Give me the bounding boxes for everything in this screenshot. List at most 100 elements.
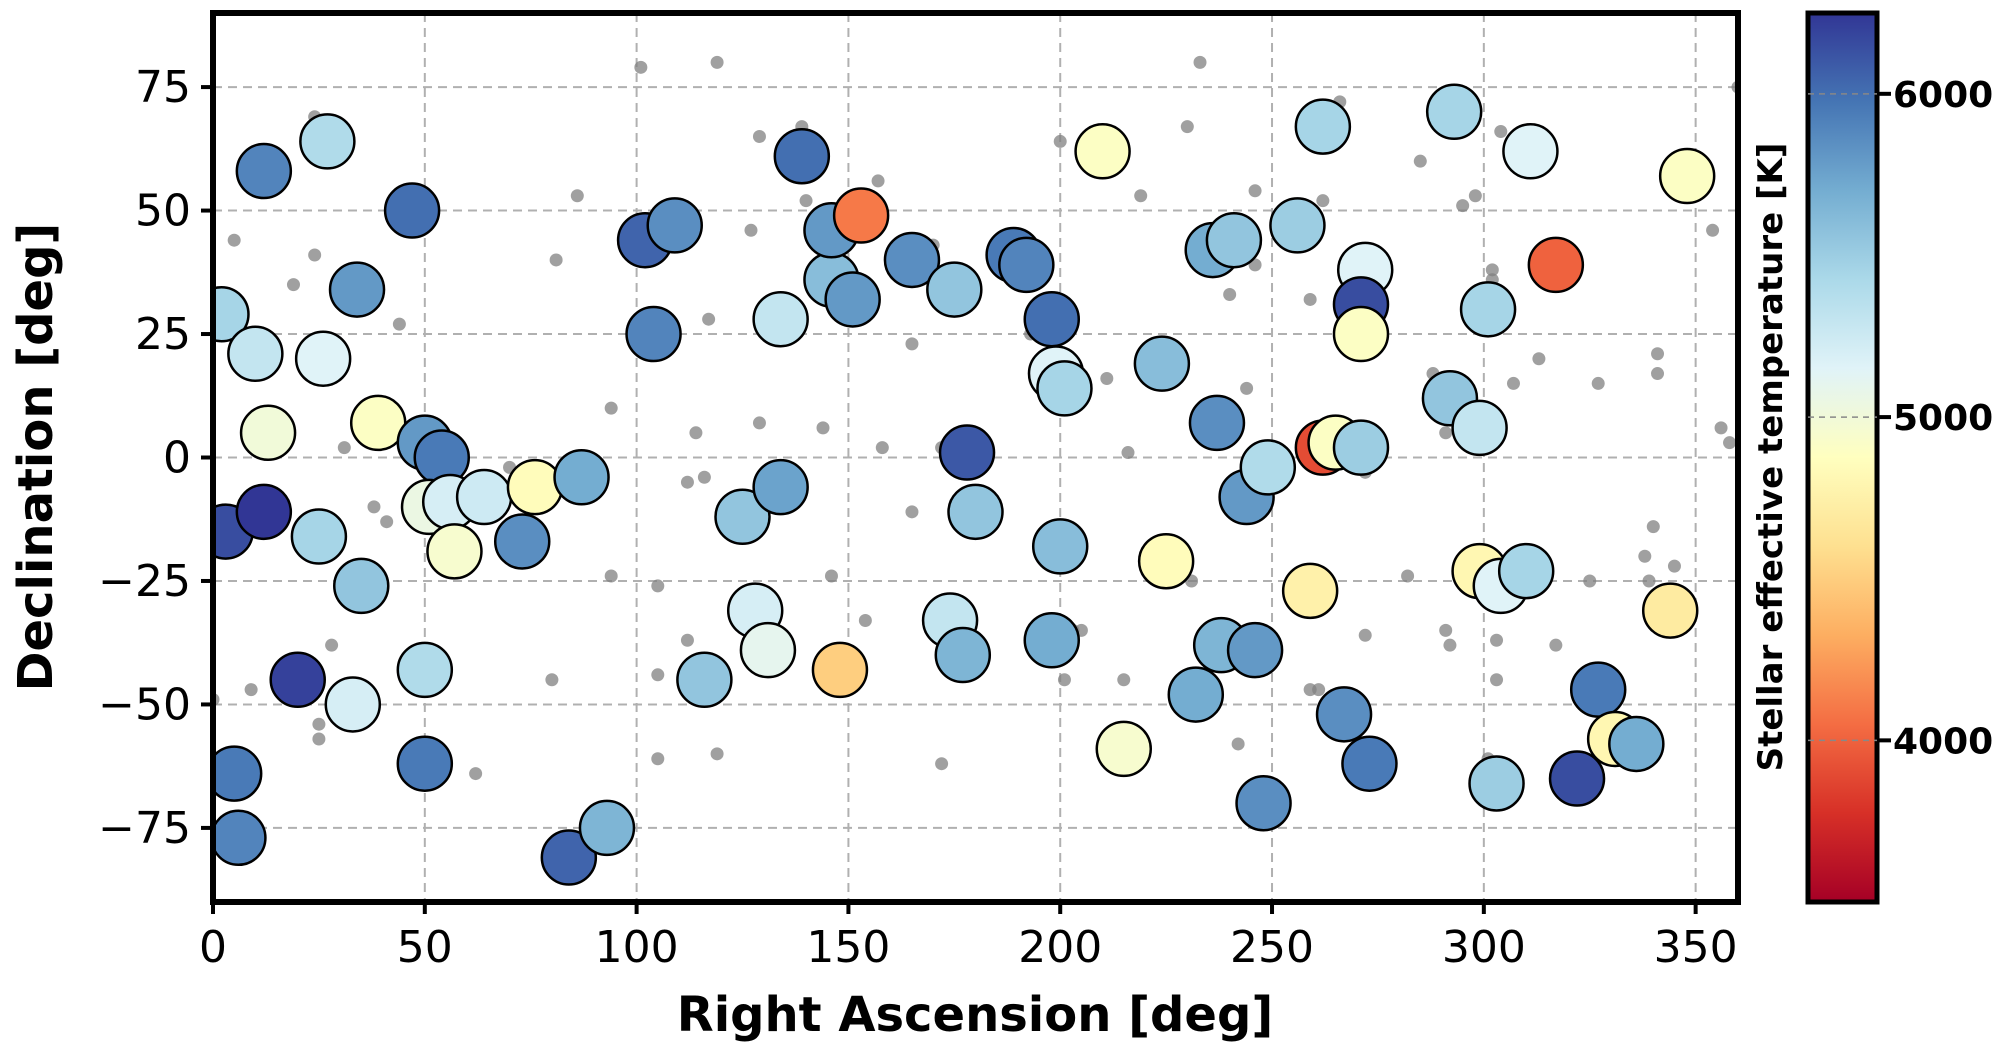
host-star-point [1451, 399, 1508, 457]
background-point [286, 278, 300, 292]
host-star-point [227, 325, 284, 383]
host-star-point [1269, 197, 1326, 254]
background-point [392, 317, 406, 331]
x-tick-label: 150 [806, 922, 890, 973]
host-star-point [926, 261, 983, 318]
background-point [337, 441, 351, 455]
background-point [1223, 288, 1237, 302]
background-point [1358, 628, 1372, 642]
y-tick-label: 50 [135, 186, 191, 237]
host-star-point [506, 458, 564, 516]
background-point [651, 752, 665, 766]
host-star-point [1023, 611, 1080, 669]
background-point [1248, 184, 1262, 198]
host-star-point [824, 271, 881, 328]
host-star-point [646, 197, 703, 254]
host-star-point [455, 468, 513, 526]
colorbar-tick-label: 4000 [1893, 721, 1993, 762]
background-point [710, 55, 724, 69]
host-star-point [1315, 686, 1373, 743]
background-point [1485, 263, 1499, 277]
background-point [905, 337, 919, 351]
host-star-point [625, 305, 682, 363]
host-star-point [1294, 98, 1352, 155]
background-point [858, 613, 872, 627]
host-star-point [1641, 582, 1699, 639]
background-point [1316, 194, 1330, 208]
host-star-point [235, 142, 293, 200]
host-star-point [1548, 750, 1606, 807]
background-point [1231, 737, 1245, 751]
host-star-point [553, 449, 610, 506]
host-star-point [239, 404, 297, 462]
background-point [875, 441, 889, 455]
background-point [1638, 549, 1652, 563]
host-star-point [714, 488, 771, 546]
background-point [689, 426, 703, 440]
y-tick-label: 0 [163, 433, 191, 484]
background-point [1646, 520, 1660, 534]
background-point [799, 194, 813, 208]
background-point [816, 421, 830, 435]
host-star-point [947, 483, 1004, 541]
y-tick-label: −75 [98, 803, 191, 854]
background-point [1494, 125, 1508, 139]
host-star-point [676, 651, 733, 708]
host-star-point [934, 626, 992, 684]
host-star-point [1468, 755, 1525, 812]
background-point [651, 668, 665, 682]
host-star-point [1031, 518, 1089, 575]
background-point [680, 633, 694, 647]
background-point [1490, 633, 1504, 647]
host-star-point [1023, 290, 1080, 348]
colorbar [1805, 10, 1880, 905]
background-point [1312, 683, 1326, 697]
background-point [1439, 426, 1453, 440]
x-tick-label: 100 [595, 922, 679, 973]
background-point [549, 253, 563, 267]
colorbar-tick-label: 5000 [1893, 398, 1993, 439]
background-point [1303, 292, 1317, 306]
background-point [1401, 569, 1415, 583]
x-axis-ticks: 0 50 100 150 200 250 300 350 [199, 902, 1738, 973]
background-point [1714, 421, 1728, 435]
background-point [1439, 623, 1453, 637]
background-point [1180, 120, 1194, 134]
host-star-point [1188, 394, 1246, 452]
host-star-point [1281, 562, 1339, 620]
background-point [634, 60, 648, 74]
background-point [1121, 446, 1135, 460]
background-point [1549, 638, 1563, 652]
background-point [1193, 55, 1207, 69]
background-point [1134, 189, 1148, 203]
background-point [380, 515, 394, 529]
host-star-point [1133, 335, 1191, 392]
y-axis-title: Declination [deg] [8, 223, 64, 692]
y-tick-label: 25 [135, 309, 191, 360]
host-star-point [269, 651, 326, 708]
host-star-point [1205, 211, 1263, 269]
background-point [905, 505, 919, 519]
background-point [1651, 347, 1665, 361]
host-star-point [1239, 439, 1297, 496]
host-star-point [1497, 542, 1555, 600]
host-star-point [213, 745, 263, 802]
background-point [1642, 574, 1656, 588]
host-star-point [811, 641, 869, 699]
x-tick-label: 0 [199, 922, 227, 973]
host-star-point [1074, 123, 1131, 180]
host-star-point [1235, 774, 1292, 832]
background-point [1583, 574, 1597, 588]
x-axis-title: Right Ascension [deg] [677, 987, 1274, 1043]
host-star-point [998, 236, 1055, 294]
y-tick-label: −25 [98, 556, 191, 607]
background-point [1100, 371, 1114, 385]
host-star-point [493, 513, 551, 570]
background-point [744, 223, 758, 237]
host-star-point [396, 735, 454, 792]
y-axis-ticks: −75 −50 −25 0 25 50 75 [98, 62, 213, 854]
host-star-points [213, 83, 1716, 886]
background-point [1443, 638, 1457, 652]
host-star-point [235, 483, 293, 541]
